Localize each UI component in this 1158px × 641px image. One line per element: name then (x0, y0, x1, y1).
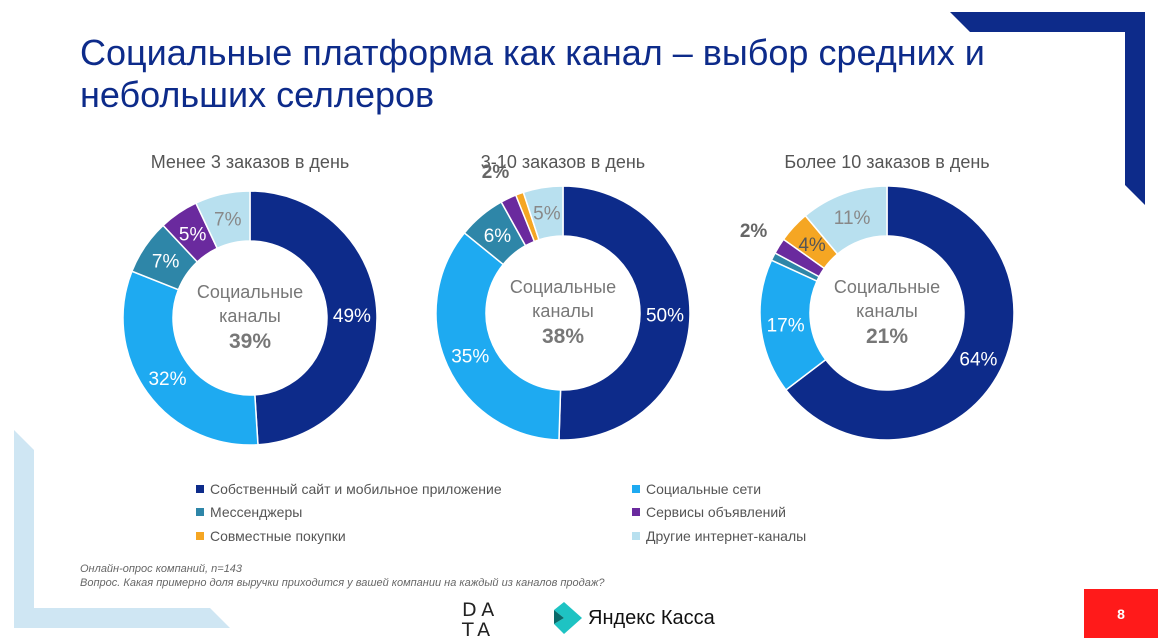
slice-label: 32% (148, 369, 186, 390)
data-logo: DA TA (462, 600, 499, 640)
legend-swatch (196, 485, 204, 493)
legend-label: Мессенджеры (210, 504, 303, 520)
legend-label: Собственный сайт и мобильное приложение (210, 481, 502, 497)
legend-swatch (632, 485, 640, 493)
center-value: 21% (866, 325, 908, 348)
legend-swatch (632, 532, 640, 540)
legend-item-other: Другие интернет-каналы (632, 528, 806, 544)
legend-label: Другие интернет-каналы (646, 528, 807, 544)
donut-slice (558, 185, 691, 441)
legend-swatch (196, 532, 204, 540)
slice-label: 11% (834, 208, 871, 229)
legend-label: Социальные сети (646, 481, 762, 497)
slice-label: 5% (179, 225, 207, 246)
center-label: каналы (219, 306, 281, 326)
data-logo-mid: TA (462, 619, 496, 641)
legend-swatch (632, 508, 640, 516)
bottom-left-corner-shape (14, 430, 230, 628)
slice-label: 64% (959, 349, 997, 370)
slice-label: 49% (333, 306, 371, 327)
donut-slice (522, 185, 564, 241)
center-value: 39% (229, 330, 271, 353)
legend-item-own-site: Собственный сайт и мобильное приложение (196, 481, 502, 497)
chart-title: Более 10 заказов в день (784, 152, 989, 172)
legend-label: Сервисы объявлений (646, 504, 787, 520)
slice-label: 5% (533, 203, 561, 224)
yandex-kassa-logo-text: Яндекс Касса (588, 607, 715, 629)
slice-label: 2% (740, 221, 768, 242)
chart-title: Менее 3 заказов в день (151, 152, 350, 172)
legend-label: Совместные покупки (210, 528, 346, 544)
donut-slice (122, 270, 259, 446)
center-label: Социальные (834, 277, 940, 297)
legend-item-classifieds: Сервисы объявлений (632, 504, 786, 520)
center-label: Социальные (197, 282, 303, 302)
legend-item-social: Социальные сети (632, 481, 761, 497)
slice-label: 4% (798, 235, 826, 256)
legend-item-joint: Совместные покупки (196, 528, 346, 544)
donut-slice (804, 185, 888, 256)
slice-label: 7% (214, 209, 242, 230)
legend-swatch (196, 508, 204, 516)
survey-note: Онлайн-опрос компаний, n=143 (80, 563, 243, 575)
slice-label: 6% (484, 226, 512, 247)
data-logo-top: DA (462, 599, 500, 621)
donut-slice (435, 231, 562, 441)
chart-title: 3-10 заказов в день (481, 152, 645, 172)
slice-label: 50% (646, 306, 684, 327)
slice-label: 35% (451, 346, 489, 367)
legend-item-messengers: Мессенджеры (196, 504, 302, 520)
center-value: 38% (542, 325, 584, 348)
slice-label: 17% (767, 315, 805, 336)
yandex-kassa-icon (554, 602, 582, 634)
page-number: 8 (1084, 589, 1158, 638)
slide-title: Социальные платформа как канал – выбор с… (80, 32, 985, 115)
top-right-corner-shape (950, 12, 1145, 205)
donut-slice (194, 190, 251, 250)
slice-label: 2% (482, 162, 510, 183)
center-label: каналы (856, 301, 918, 321)
center-label: Социальные (510, 277, 616, 297)
slice-label: 7% (152, 252, 180, 273)
donut-slice (784, 185, 1015, 441)
donut-slice (249, 190, 378, 446)
center-label: каналы (532, 301, 594, 321)
question-note: Вопрос. Какая примерно доля выручки прих… (80, 577, 605, 589)
